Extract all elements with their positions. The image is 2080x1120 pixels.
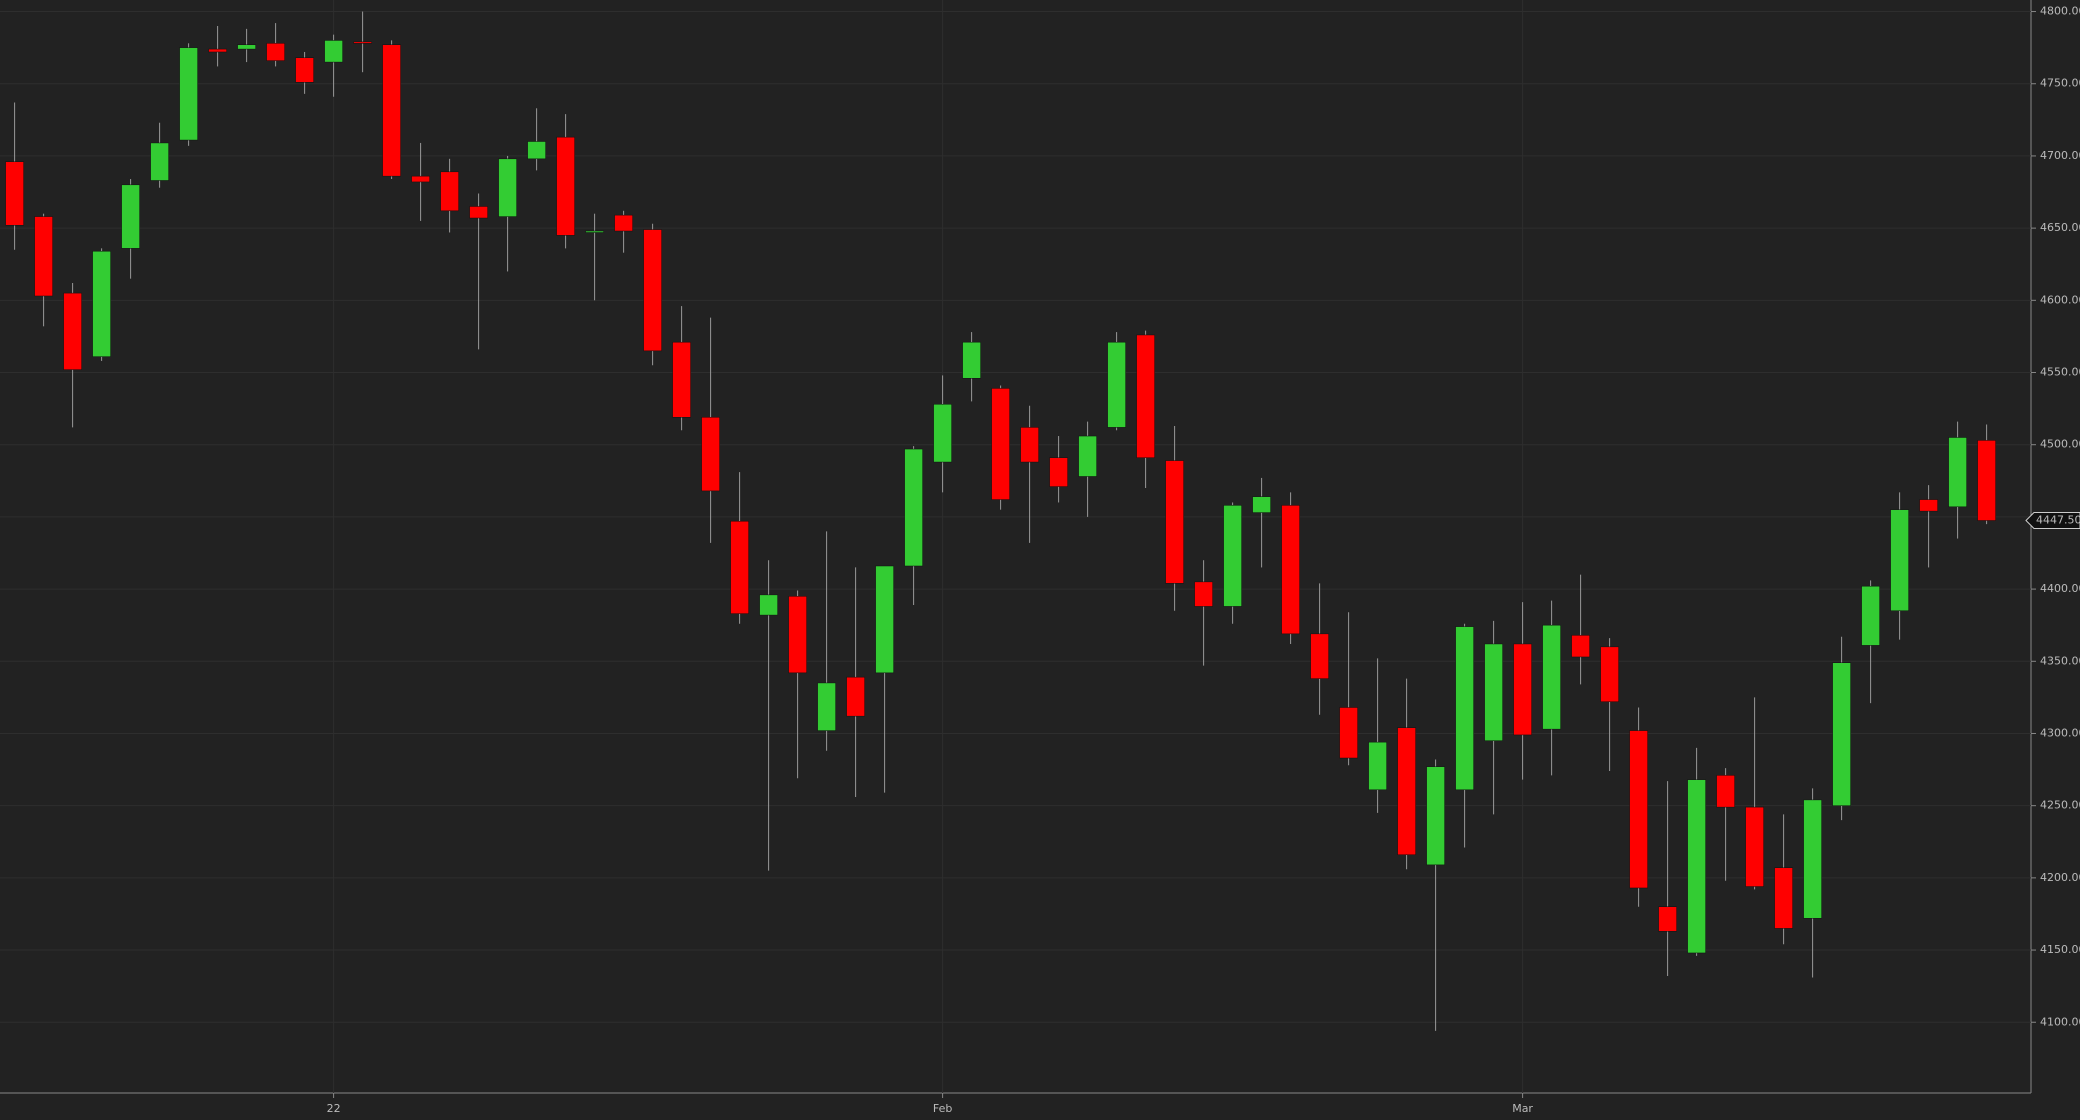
candle-body	[1368, 741, 1387, 791]
y-tick-label: 4750.00	[2040, 77, 2080, 90]
candle-body	[1078, 435, 1097, 477]
y-tick-label: 4500.00	[2040, 438, 2080, 451]
candle-body	[1861, 585, 1880, 646]
candle-body	[1774, 867, 1793, 929]
candle-body	[1687, 779, 1706, 954]
candle-body	[1629, 730, 1648, 889]
candle-body	[353, 41, 372, 44]
candle-body	[585, 230, 604, 233]
candle-body	[846, 676, 865, 717]
candle-body	[614, 214, 633, 232]
candle-body	[324, 40, 343, 63]
candle-body	[904, 448, 923, 567]
candle-body	[92, 250, 111, 357]
y-tick-label: 4100.00	[2040, 1015, 2080, 1028]
candle-body	[1310, 633, 1329, 679]
candle-body	[1223, 505, 1242, 607]
y-tick-label: 4800.00	[2040, 5, 2080, 18]
candle-body	[1803, 799, 1822, 919]
candle-body	[266, 43, 285, 61]
y-tick-label: 4150.00	[2040, 943, 2080, 956]
candle-body	[817, 682, 836, 731]
candle-body	[1339, 707, 1358, 759]
last-price-tag	[2025, 512, 2080, 530]
candle-body	[1832, 662, 1851, 806]
candle-body	[991, 388, 1010, 500]
candle-body	[1600, 646, 1619, 702]
candle-body	[179, 47, 198, 141]
candle-body	[1977, 440, 1996, 521]
candle-body	[295, 57, 314, 83]
candle-body	[1658, 906, 1677, 932]
candle-body	[701, 417, 720, 492]
candle-body	[121, 184, 140, 249]
candle-body	[498, 158, 517, 217]
y-tick-label: 4550.00	[2040, 366, 2080, 379]
y-tick-label: 4700.00	[2040, 149, 2080, 162]
candle-body	[556, 136, 575, 236]
candle-body	[469, 206, 488, 219]
y-tick-label: 4400.00	[2040, 582, 2080, 595]
candle-body	[411, 175, 430, 183]
candle-body	[1020, 427, 1039, 463]
candle-body	[1049, 457, 1068, 487]
candle-body	[672, 341, 691, 418]
last-price-label: 4447.50	[2036, 514, 2080, 527]
y-tick-label: 4650.00	[2040, 221, 2080, 234]
candle-body	[643, 229, 662, 352]
x-tick-label: Feb	[933, 1102, 952, 1115]
x-tick-label: 22	[327, 1102, 341, 1115]
candle-body	[1571, 635, 1590, 658]
candle-body	[440, 171, 459, 212]
candle-body	[1455, 626, 1474, 791]
candle-body	[1484, 643, 1503, 741]
candle-body	[63, 292, 82, 370]
candle-body	[527, 141, 546, 160]
x-tick-label: Mar	[1512, 1102, 1533, 1115]
candle-body	[1948, 437, 1967, 508]
candle-body	[1513, 643, 1532, 736]
candle-body	[5, 161, 24, 226]
candle-body	[1281, 505, 1300, 635]
candle-body	[1426, 766, 1445, 866]
candle-body	[208, 48, 227, 53]
y-tick-label: 4600.00	[2040, 293, 2080, 306]
candle-body	[382, 44, 401, 177]
candle-body	[730, 520, 749, 614]
candle-body	[237, 44, 256, 50]
candle-body	[962, 341, 981, 379]
candle-body	[34, 216, 53, 297]
candle-body	[1107, 341, 1126, 428]
candle-body	[1194, 581, 1213, 607]
candle-body	[1252, 496, 1271, 513]
candle-body	[1397, 727, 1416, 856]
candle-body	[875, 565, 894, 674]
y-tick-label: 4300.00	[2040, 726, 2080, 739]
candle-body	[933, 404, 952, 463]
candle-body	[788, 596, 807, 674]
candle-body	[1890, 509, 1909, 612]
candle-body	[759, 594, 778, 616]
candle-body	[1919, 499, 1938, 512]
candle-body	[1542, 624, 1561, 730]
candle-body	[1136, 334, 1155, 458]
candle-body	[150, 142, 169, 181]
candle-body	[1165, 460, 1184, 584]
candle-body	[1716, 775, 1735, 808]
candle-body	[1745, 806, 1764, 887]
y-tick-label: 4250.00	[2040, 799, 2080, 812]
y-tick-label: 4200.00	[2040, 871, 2080, 884]
y-tick-label: 4350.00	[2040, 654, 2080, 667]
